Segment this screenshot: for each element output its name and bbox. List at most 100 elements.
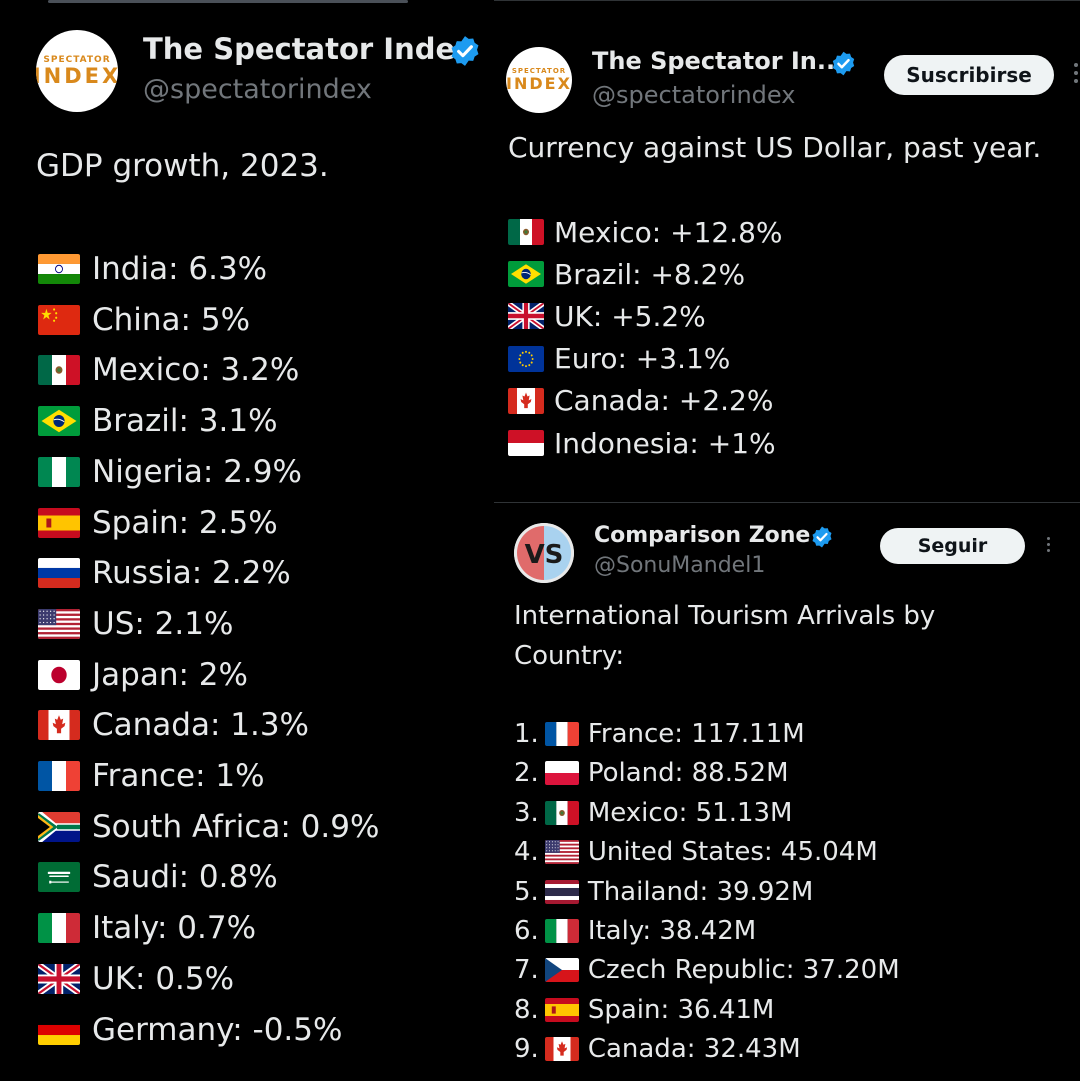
list-item: 4. United States: 45.04M — [514, 835, 878, 869]
list-item: 5. Thailand: 39.92M — [514, 875, 813, 909]
list-item: US: 2.1% — [38, 604, 233, 644]
list-item: 3. Mexico: 51.13M — [514, 796, 793, 830]
list-item: 6. Italy: 38.42M — [514, 914, 756, 948]
author-handle[interactable]: @spectatorindex — [592, 81, 796, 109]
list-item: Brazil: 3.1% — [38, 401, 278, 441]
list-item-text: Brazil: 3.1% — [92, 403, 278, 440]
list-item-rank: 2. — [514, 758, 539, 789]
list-item: Saudi: 0.8% — [38, 857, 278, 897]
follow-button[interactable]: Seguir — [880, 528, 1025, 564]
flag-germany-icon — [38, 1014, 80, 1045]
verified-badge-icon — [812, 526, 832, 548]
list-item-text: UK: +5.2% — [554, 299, 706, 333]
tourism-post: VS Comparison Zone @SonuMandel1 Seguir I… — [494, 502, 1080, 1081]
list-item-text: Japan: 2% — [92, 656, 248, 693]
post-title: GDP growth, 2023. — [36, 148, 329, 184]
flag-usa-icon — [38, 608, 80, 639]
list-item-rank: 4. — [514, 837, 539, 868]
verified-badge-icon — [832, 51, 855, 76]
list-item-rank: 6. — [514, 916, 539, 946]
list-item: 7. Czech Republic: 37.20M — [514, 953, 900, 987]
post-title-line1: International Tourism Arrivals by — [514, 601, 936, 631]
spectator-index-avatar[interactable]: SPECTATOR INDEX — [36, 30, 118, 112]
flag-canada-icon — [544, 1037, 579, 1062]
avatar-text: VS — [525, 540, 564, 570]
list-item: Mexico: +12.8% — [508, 214, 783, 250]
list-item: UK: 0.5% — [38, 959, 234, 999]
list-item: Mexico: 3.2% — [38, 350, 299, 390]
currency-post: SPECTATOR INDEX The Spectator In... @spe… — [494, 0, 1080, 501]
flag-canada-icon — [508, 387, 544, 414]
list-item-rank: 1. — [514, 719, 539, 749]
list-item-text: Indonesia: +1% — [554, 426, 776, 460]
list-item-text: Poland: 88.52M — [587, 758, 789, 789]
list-item-text: Thailand: 39.92M — [587, 876, 814, 907]
more-options-icon[interactable] — [1047, 537, 1050, 552]
flag-italy-icon — [38, 913, 80, 944]
author-name[interactable]: Comparison Zone — [594, 523, 811, 548]
list-item-text: Canada: 32.43M — [587, 1034, 801, 1065]
list-item-text: Czech Republic: 37.20M — [587, 955, 900, 986]
list-item-text: France: 117.11M — [587, 719, 805, 749]
list-item: China: 5% — [38, 300, 250, 340]
list-item-text: Italy: 0.7% — [92, 910, 257, 947]
list-item: UK: +5.2% — [508, 298, 706, 334]
list-item-rank: 5. — [514, 876, 539, 907]
list-item-text: UK: 0.5% — [92, 960, 235, 997]
flag-spain-icon — [544, 997, 579, 1022]
list-item: Canada: 1.3% — [38, 705, 309, 745]
list-item: Nigeria: 2.9% — [38, 452, 302, 492]
list-item-rank: 8. — [514, 994, 539, 1025]
flag-saudi-icon — [38, 862, 80, 893]
list-item-text: France: 1% — [92, 758, 265, 794]
list-item-text: United States: 45.04M — [587, 837, 878, 868]
flag-france-icon — [38, 761, 80, 791]
author-handle[interactable]: @spectatorindex — [143, 74, 372, 105]
list-item: 2. Poland: 88.52M — [514, 756, 789, 790]
flag-indonesia-icon — [508, 430, 544, 456]
list-item: 9. Canada: 32.43M — [514, 1032, 801, 1066]
flag-canada-icon — [38, 710, 80, 741]
flag-brazil-icon — [38, 406, 80, 437]
list-item-text: Canada: 1.3% — [92, 707, 310, 744]
scroll-indicator — [48, 0, 408, 3]
list-item: 8. Spain: 36.41M — [514, 993, 774, 1027]
spectator-index-avatar[interactable]: SPECTATOR INDEX — [506, 47, 572, 113]
flag-spain-icon — [38, 507, 80, 538]
list-item-text: Spain: 2.5% — [92, 504, 278, 541]
list-item: Spain: 2.5% — [38, 503, 278, 543]
subscribe-button[interactable]: Suscribirse — [884, 55, 1054, 95]
flag-italy-icon — [544, 919, 579, 943]
avatar-text-line1: SPECTATOR — [43, 54, 111, 65]
list-item-rank: 7. — [514, 955, 539, 986]
flag-russia-icon — [38, 558, 80, 589]
avatar-text-line1: SPECTATOR — [511, 67, 567, 75]
verified-badge-icon — [451, 36, 479, 66]
flag-eu-icon — [508, 345, 544, 372]
list-item-text: US: 2.1% — [92, 605, 234, 642]
flag-india-icon — [38, 254, 80, 284]
flag-japan-icon — [38, 659, 80, 690]
list-item-text: Canada: +2.2% — [554, 384, 774, 418]
list-item-text: Brazil: +8.2% — [554, 257, 746, 291]
flag-uk-icon — [38, 963, 80, 994]
more-options-icon[interactable] — [1074, 63, 1078, 83]
post-title: Currency against US Dollar, past year. — [508, 131, 1042, 164]
flag-czech-icon — [544, 958, 579, 983]
list-item: Euro: +3.1% — [508, 341, 730, 377]
avatar-text-line2: INDEX — [36, 63, 118, 88]
list-item: 1. France: 117.11M — [514, 717, 805, 751]
author-handle[interactable]: @SonuMandel1 — [594, 553, 766, 578]
list-item-text: Germany: -0.5% — [92, 1011, 343, 1048]
author-name[interactable]: The Spectator Index — [143, 32, 474, 66]
author-name[interactable]: The Spectator In... — [592, 47, 845, 75]
list-item: India: 6.3% — [38, 249, 267, 289]
comparison-zone-avatar[interactable]: VS — [514, 523, 574, 583]
list-item: Indonesia: +1% — [508, 425, 776, 461]
list-item: Italy: 0.7% — [38, 908, 256, 948]
gdp-growth-post: SPECTATOR INDEX The Spectator Index @spe… — [0, 0, 488, 1080]
flag-mexico-icon — [508, 219, 544, 245]
list-item: Brazil: +8.2% — [508, 256, 745, 292]
list-item-text: Spain: 36.41M — [587, 994, 775, 1025]
list-item-text: Euro: +3.1% — [554, 342, 731, 376]
